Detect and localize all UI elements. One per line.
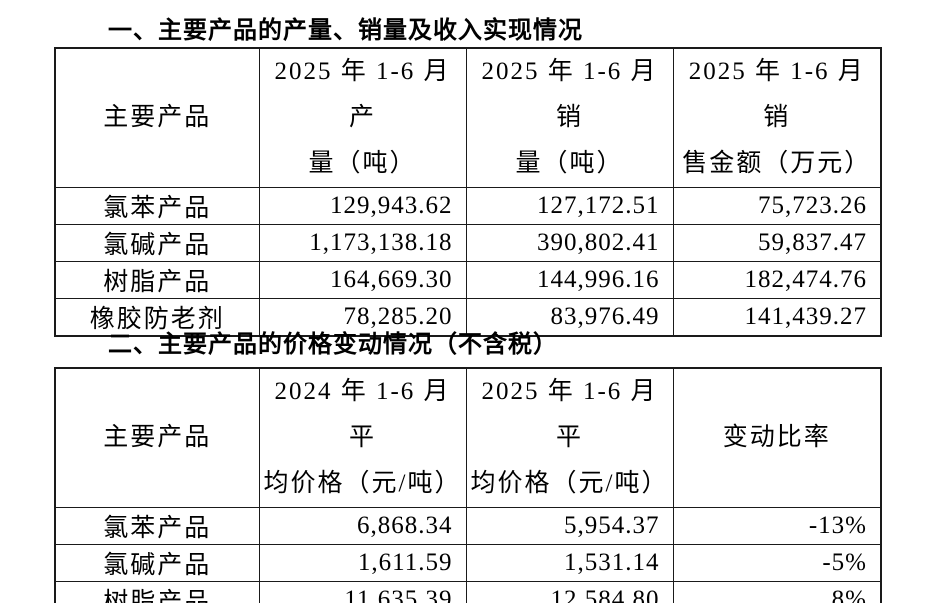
table-row: 氯苯产品 129,943.62 127,172.51 75,723.26 bbox=[54, 187, 882, 225]
price-2024-cell: 6,868.34 bbox=[258, 507, 467, 545]
table-row: 树脂产品 11,635.39 12,584.80 8% bbox=[54, 581, 882, 603]
change-ratio-cell: -5% bbox=[672, 544, 882, 582]
change-ratio-cell: 8% bbox=[672, 581, 882, 603]
production-sales-revenue-table: 主要产品 2025 年 1-6 月产 量（吨） 2025 年 1-6 月销 量（… bbox=[54, 47, 882, 337]
table-row: 树脂产品 164,669.30 144,996.16 182,474.76 bbox=[54, 261, 882, 299]
product-name-cell: 氯碱产品 bbox=[54, 224, 260, 262]
table-row: 氯碱产品 1,173,138.18 390,802.41 59,837.47 bbox=[54, 224, 882, 262]
price-2025-cell: 1,531.14 bbox=[465, 544, 674, 582]
product-name-cell: 氯碱产品 bbox=[54, 544, 260, 582]
header-line: 量（吨） bbox=[308, 150, 417, 177]
production-value-cell: 78,285.20 bbox=[258, 298, 467, 337]
price-change-table: 主要产品 2024 年 1-6 月平 均价格（元/吨） 2025 年 1-6 月… bbox=[54, 367, 882, 603]
header-line: 主要产品 bbox=[103, 424, 212, 451]
header-line: 2024 年 1-6 月平 bbox=[274, 378, 451, 451]
section2-heading: 二、主要产品的价格变动情况（不含税） bbox=[108, 332, 558, 358]
section1-heading: 一、主要产品的产量、销量及收入实现情况 bbox=[108, 18, 583, 44]
header-cell-product: 主要产品 bbox=[54, 367, 260, 508]
table-row: 橡胶防老剂 78,285.20 83,976.49 141,439.27 bbox=[54, 298, 882, 337]
change-ratio-cell: -13% bbox=[672, 507, 882, 545]
sales-amount-cell: 59,837.47 bbox=[672, 224, 882, 262]
header-cell-price-2025: 2025 年 1-6 月平 均价格（元/吨） bbox=[465, 367, 674, 508]
table-row: 氯碱产品 1,611.59 1,531.14 -5% bbox=[54, 544, 882, 582]
header-cell-production: 2025 年 1-6 月产 量（吨） bbox=[258, 47, 467, 188]
product-name-cell: 氯苯产品 bbox=[54, 507, 260, 545]
header-line: 售金额（万元） bbox=[682, 150, 872, 177]
product-name-cell: 树脂产品 bbox=[54, 261, 260, 299]
header-cell-change-ratio: 变动比率 bbox=[672, 367, 882, 508]
header-line: 主要产品 bbox=[103, 104, 212, 131]
header-line: 量（吨） bbox=[515, 150, 624, 177]
header-line: 变动比率 bbox=[722, 424, 831, 451]
header-cell-sales-amount: 2025 年 1-6 月销 售金额（万元） bbox=[672, 47, 882, 188]
production-value-cell: 164,669.30 bbox=[258, 261, 467, 299]
sales-volume-cell: 390,802.41 bbox=[465, 224, 674, 262]
sales-amount-cell: 75,723.26 bbox=[672, 187, 882, 225]
header-cell-price-2024: 2024 年 1-6 月平 均价格（元/吨） bbox=[258, 367, 467, 508]
sales-volume-cell: 144,996.16 bbox=[465, 261, 674, 299]
header-line: 2025 年 1-6 月产 bbox=[274, 58, 451, 131]
product-name-cell: 橡胶防老剂 bbox=[54, 298, 260, 337]
sales-amount-cell: 141,439.27 bbox=[672, 298, 882, 337]
header-cell-sales-volume: 2025 年 1-6 月销 量（吨） bbox=[465, 47, 674, 188]
sales-volume-cell: 127,172.51 bbox=[465, 187, 674, 225]
price-2025-cell: 12,584.80 bbox=[465, 581, 674, 603]
header-line: 2025 年 1-6 月销 bbox=[688, 58, 865, 131]
sales-amount-cell: 182,474.76 bbox=[672, 261, 882, 299]
product-name-cell: 树脂产品 bbox=[54, 581, 260, 603]
product-name-cell: 氯苯产品 bbox=[54, 187, 260, 225]
price-2024-cell: 11,635.39 bbox=[258, 581, 467, 603]
header-line: 均价格（元/吨） bbox=[263, 470, 462, 497]
price-2025-cell: 5,954.37 bbox=[465, 507, 674, 545]
production-value-cell: 129,943.62 bbox=[258, 187, 467, 225]
header-line: 2025 年 1-6 月平 bbox=[481, 378, 658, 451]
table-header-row: 主要产品 2025 年 1-6 月产 量（吨） 2025 年 1-6 月销 量（… bbox=[54, 47, 882, 188]
header-cell-product: 主要产品 bbox=[54, 47, 260, 188]
price-2024-cell: 1,611.59 bbox=[258, 544, 467, 582]
table-row: 氯苯产品 6,868.34 5,954.37 -13% bbox=[54, 507, 882, 545]
sales-volume-cell: 83,976.49 bbox=[465, 298, 674, 337]
table-header-row: 主要产品 2024 年 1-6 月平 均价格（元/吨） 2025 年 1-6 月… bbox=[54, 367, 882, 508]
header-line: 2025 年 1-6 月销 bbox=[481, 58, 658, 131]
production-value-cell: 1,173,138.18 bbox=[258, 224, 467, 262]
header-line: 均价格（元/吨） bbox=[470, 470, 669, 497]
